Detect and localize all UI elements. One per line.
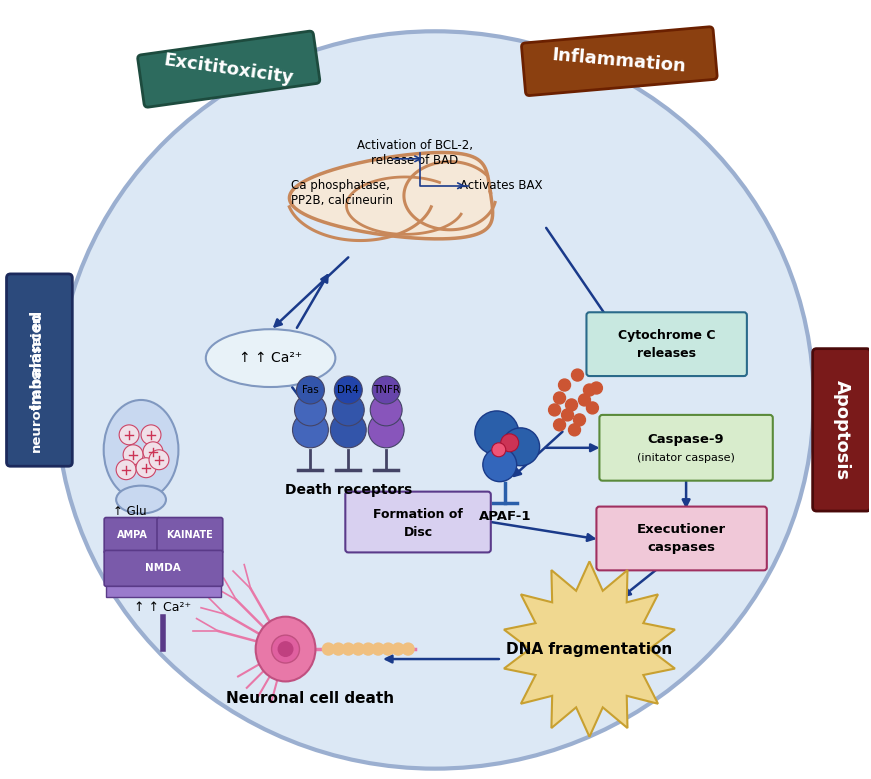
Text: Fas: Fas	[302, 385, 319, 395]
Text: (initator caspase): (initator caspase)	[638, 453, 735, 463]
Circle shape	[402, 643, 414, 655]
FancyBboxPatch shape	[345, 492, 490, 552]
Text: KAINATE: KAINATE	[166, 530, 213, 541]
Circle shape	[565, 399, 577, 411]
Circle shape	[352, 643, 364, 655]
Circle shape	[569, 424, 580, 435]
Text: AMPA: AMPA	[117, 530, 147, 541]
Circle shape	[149, 449, 169, 470]
Circle shape	[591, 382, 603, 394]
Text: PP2B, calcineurin: PP2B, calcineurin	[291, 194, 393, 207]
Text: Activation of BCL-2,: Activation of BCL-2,	[357, 139, 473, 153]
Circle shape	[136, 458, 156, 478]
Circle shape	[143, 442, 163, 462]
Circle shape	[293, 412, 328, 448]
Circle shape	[578, 394, 591, 406]
Circle shape	[372, 376, 400, 404]
Circle shape	[549, 404, 561, 416]
Circle shape	[586, 402, 598, 414]
Ellipse shape	[206, 330, 335, 387]
Text: Neuronal cell death: Neuronal cell death	[226, 692, 395, 707]
Circle shape	[322, 643, 334, 655]
Text: releases: releases	[638, 347, 696, 360]
Ellipse shape	[116, 485, 166, 513]
Text: Activates BAX: Activates BAX	[460, 179, 543, 192]
Text: Cytochrome C: Cytochrome C	[618, 329, 715, 342]
Text: ↑ Glu: ↑ Glu	[113, 505, 147, 518]
FancyBboxPatch shape	[105, 517, 160, 553]
Circle shape	[370, 394, 402, 426]
FancyBboxPatch shape	[586, 312, 747, 376]
FancyBboxPatch shape	[813, 349, 870, 511]
Text: Disc: Disc	[403, 526, 433, 539]
Circle shape	[382, 643, 395, 655]
Circle shape	[123, 445, 143, 465]
Text: APAF-1: APAF-1	[478, 510, 531, 523]
FancyBboxPatch shape	[105, 551, 223, 587]
Text: release of BAD: release of BAD	[371, 154, 459, 167]
Text: Inflammation: Inflammation	[551, 46, 687, 76]
Ellipse shape	[57, 31, 814, 769]
Circle shape	[333, 643, 344, 655]
Circle shape	[562, 409, 573, 421]
Text: Executioner: Executioner	[637, 523, 726, 536]
Text: ↑ ↑ Ca²⁺: ↑ ↑ Ca²⁺	[239, 351, 302, 365]
Ellipse shape	[272, 635, 300, 663]
Circle shape	[492, 442, 506, 456]
Text: DNA fragmentation: DNA fragmentation	[506, 642, 672, 657]
Circle shape	[502, 428, 540, 466]
Circle shape	[372, 643, 384, 655]
Circle shape	[501, 434, 519, 452]
Polygon shape	[504, 562, 675, 737]
Circle shape	[330, 412, 366, 448]
Text: Formation of: Formation of	[373, 508, 463, 521]
FancyBboxPatch shape	[597, 506, 766, 570]
Text: TNFR: TNFR	[373, 385, 400, 395]
Polygon shape	[289, 153, 493, 239]
FancyBboxPatch shape	[106, 585, 220, 597]
Circle shape	[119, 425, 139, 445]
FancyBboxPatch shape	[138, 31, 320, 108]
Circle shape	[573, 414, 585, 426]
Text: caspases: caspases	[648, 541, 716, 554]
Circle shape	[558, 379, 571, 391]
Ellipse shape	[256, 617, 315, 682]
Circle shape	[554, 392, 565, 404]
Text: neurotransmission: neurotransmission	[30, 312, 43, 452]
FancyBboxPatch shape	[522, 26, 717, 96]
Circle shape	[333, 394, 364, 426]
Circle shape	[278, 641, 294, 657]
FancyBboxPatch shape	[157, 517, 223, 553]
Circle shape	[554, 419, 565, 431]
Circle shape	[368, 412, 404, 448]
Circle shape	[392, 643, 404, 655]
Text: Caspase-9: Caspase-9	[648, 433, 725, 446]
Text: Ca phosphatase,: Ca phosphatase,	[291, 179, 389, 192]
Circle shape	[584, 384, 596, 396]
Text: Excititoxicity: Excititoxicity	[163, 51, 295, 87]
Circle shape	[296, 376, 324, 404]
Circle shape	[571, 369, 584, 381]
Text: DR4: DR4	[337, 385, 359, 395]
Text: NMDA: NMDA	[145, 563, 181, 573]
Circle shape	[362, 643, 375, 655]
FancyBboxPatch shape	[599, 415, 773, 481]
Text: Imbalanced: Imbalanced	[29, 308, 44, 407]
Text: ↑ ↑ Ca²⁺: ↑ ↑ Ca²⁺	[134, 601, 192, 614]
Circle shape	[334, 376, 362, 404]
FancyBboxPatch shape	[7, 274, 72, 466]
Circle shape	[483, 448, 517, 481]
Circle shape	[141, 425, 161, 445]
Circle shape	[294, 394, 327, 426]
Circle shape	[116, 460, 136, 480]
Circle shape	[475, 411, 519, 455]
Circle shape	[342, 643, 354, 655]
Text: Death receptors: Death receptors	[285, 483, 412, 497]
Ellipse shape	[104, 400, 179, 499]
Text: Apoptosis: Apoptosis	[833, 380, 851, 480]
